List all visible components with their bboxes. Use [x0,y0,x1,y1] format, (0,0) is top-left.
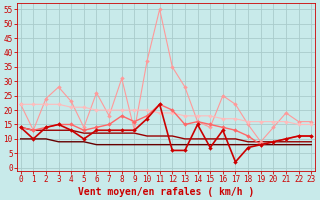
X-axis label: Vent moyen/en rafales ( km/h ): Vent moyen/en rafales ( km/h ) [78,187,254,197]
